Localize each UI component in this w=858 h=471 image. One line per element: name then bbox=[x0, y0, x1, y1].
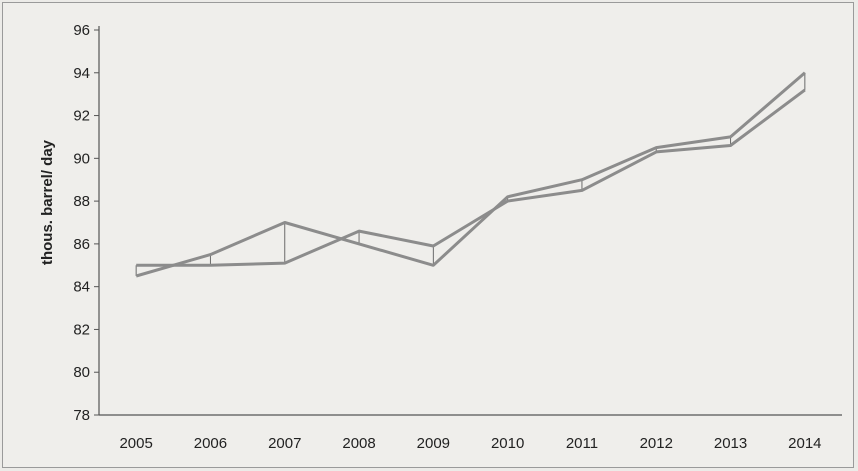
series-line-1 bbox=[135, 71, 806, 278]
y-tick-label: 84 bbox=[73, 279, 90, 296]
x-tick-label: 2006 bbox=[194, 435, 227, 452]
x-tick-label: 2008 bbox=[342, 435, 375, 452]
x-tick-label: 2005 bbox=[119, 435, 152, 452]
y-axis-title: thous. barrel/ day bbox=[39, 139, 56, 265]
x-tick-labels: 2005 2006 2007 2008 2009 2010 2011 2012 2013 2014 bbox=[119, 435, 821, 452]
x-tick-label: 2011 bbox=[566, 435, 598, 452]
y-tick-label: 88 bbox=[73, 193, 90, 210]
series-lines bbox=[135, 71, 806, 278]
x-tick-label: 2009 bbox=[417, 435, 450, 452]
y-tick-label: 80 bbox=[73, 364, 90, 381]
y-tick-label: 92 bbox=[73, 108, 90, 125]
x-tick-label: 2014 bbox=[788, 435, 821, 452]
x-tick-label: 2012 bbox=[640, 435, 673, 452]
y-tick-label: 82 bbox=[73, 321, 90, 338]
x-tick-label: 2007 bbox=[268, 435, 301, 452]
x-tick-label: 2010 bbox=[491, 435, 524, 452]
y-tick-labels: 78 80 82 84 86 88 90 92 94 96 bbox=[73, 22, 99, 424]
y-tick-label: 94 bbox=[73, 65, 90, 82]
y-tick-label: 86 bbox=[73, 236, 90, 253]
series-line-2 bbox=[136, 88, 806, 267]
axes bbox=[98, 26, 842, 416]
y-tick-label: 90 bbox=[73, 150, 90, 167]
x-tick-label: 2013 bbox=[714, 435, 747, 452]
y-tick-label: 96 bbox=[73, 22, 90, 39]
y-tick-label: 78 bbox=[73, 407, 90, 424]
